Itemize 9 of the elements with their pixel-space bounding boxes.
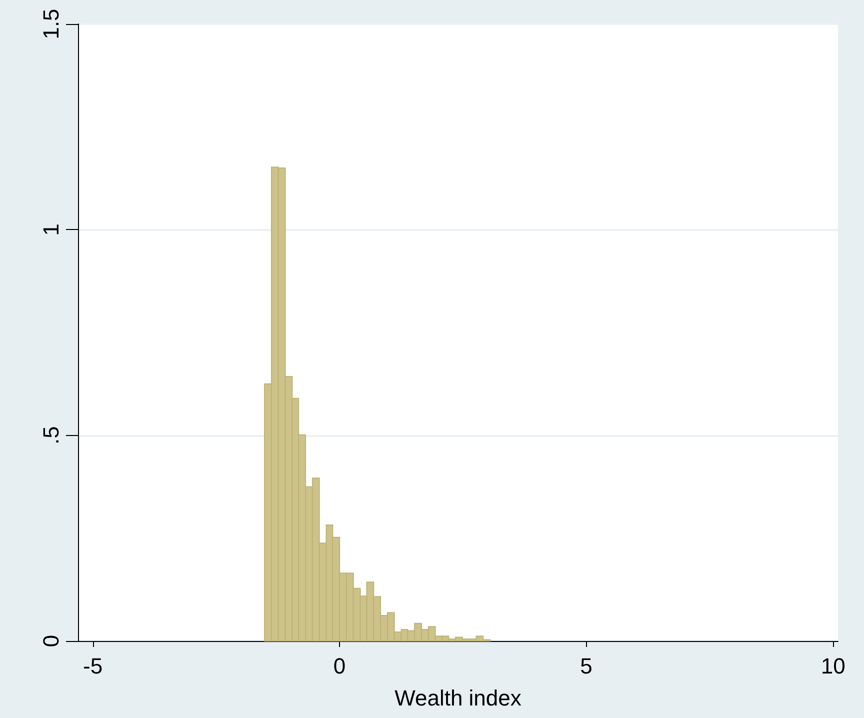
x-tick-label: 0 (333, 654, 346, 678)
y-tick-label: 1 (38, 224, 64, 236)
x-tick-label: -5 (83, 654, 103, 678)
y-tick-label: .5 (38, 426, 64, 445)
x-tick-label: 5 (580, 654, 592, 678)
y-tick-label: 1.5 (38, 8, 64, 40)
x-tick-label: 10 (820, 654, 846, 678)
y-tick-label: 0 (38, 634, 64, 648)
x-axis-title: Wealth index (394, 686, 522, 710)
